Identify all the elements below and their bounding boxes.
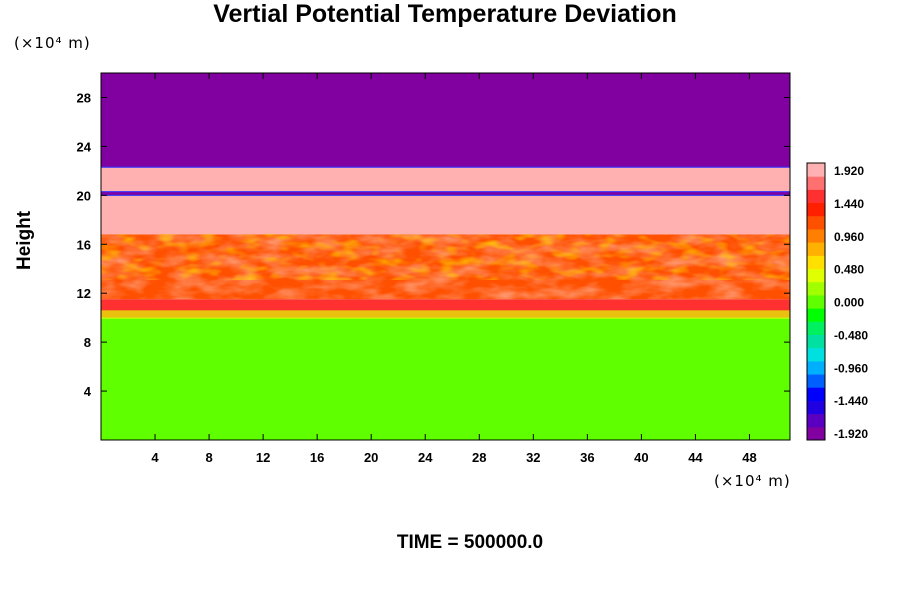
colorbar-swatch [807,426,825,441]
colorbar-swatch [807,321,825,335]
y-tick-label: 20 [77,188,91,203]
colorbar-swatch [807,294,825,309]
colorbar-label: 0.480 [834,263,864,277]
y-tick-label: 12 [77,286,91,301]
x-axis-unit: (×10⁴ m) [714,472,791,490]
y-tick-label: 4 [84,384,92,399]
colorbar-swatch [807,268,825,283]
x-tick-label: 40 [634,450,648,465]
colorbar: 1.920 1.440 0.960 0.480 0.000 -0.480 -0.960 -1.… [806,162,868,441]
colorbar-label: -0.480 [834,328,868,342]
colorbar-swatch [807,360,825,375]
x-tick-label: 12 [256,450,270,465]
colorbar-label: 1.920 [834,164,864,178]
field-layer [101,167,790,192]
colorbar-frame [806,162,826,441]
field-layer [101,195,790,235]
x-tick-label: 44 [688,450,703,465]
colorbar-label: -1.440 [834,394,868,408]
x-tick-label: 16 [310,450,324,465]
x-tick-label: 36 [580,450,594,465]
colorbar-swatch [807,413,825,428]
field-layer [101,191,790,196]
x-axis: 4 8 12 16 20 24 28 32 36 40 44 48 [151,73,757,465]
y-tick-label: 8 [84,335,91,350]
x-tick-label: 48 [742,450,756,465]
field-layer [101,317,790,440]
temperature-field [101,73,790,440]
colorbar-swatch [807,163,825,177]
x-tick-label: 32 [526,450,540,465]
y-axis-unit: (×10⁴ m) [14,34,91,52]
colorbar-swatch [807,242,825,256]
x-tick-label: 28 [472,450,486,465]
colorbar-swatch [807,347,825,362]
colorbar-swatch [807,334,825,349]
chart-title: Vertial Potential Temperature Deviation [213,0,677,28]
y-tick-label: 24 [77,139,92,154]
x-tick-label: 24 [418,450,433,465]
colorbar-swatch [807,189,825,204]
colorbar-swatch [807,176,825,190]
x-tick-label: 20 [364,450,378,465]
turbulence-texture [101,234,790,280]
y-axis: 4 8 12 16 20 24 28 [77,90,790,399]
colorbar-swatch [807,400,825,415]
colorbar-swatch [807,387,825,401]
colorbar-swatch [807,308,825,322]
colorbar-swatch [807,281,825,296]
colorbar-swatch [807,228,825,243]
x-tick-label: 8 [205,450,212,465]
plot-frame [100,72,791,441]
colorbar-swatch [807,374,825,388]
field-layer [101,73,790,168]
y-tick-label: 28 [77,90,91,105]
colorbar-swatch [807,215,825,230]
time-label: TIME = 500000.0 [396,532,544,553]
x-tick-label: 4 [151,450,159,465]
colorbar-swatch [807,255,825,270]
y-tick-label: 16 [77,237,91,252]
colorbar-swatch [807,202,825,217]
transition-fringe [101,310,790,319]
colorbar-label: -0.960 [834,361,868,375]
colorbar-label: 1.440 [834,197,864,211]
colorbar-label: 0.960 [834,230,864,244]
colorbar-label: -1.920 [834,427,868,441]
colorbar-label: 0.000 [834,296,864,310]
